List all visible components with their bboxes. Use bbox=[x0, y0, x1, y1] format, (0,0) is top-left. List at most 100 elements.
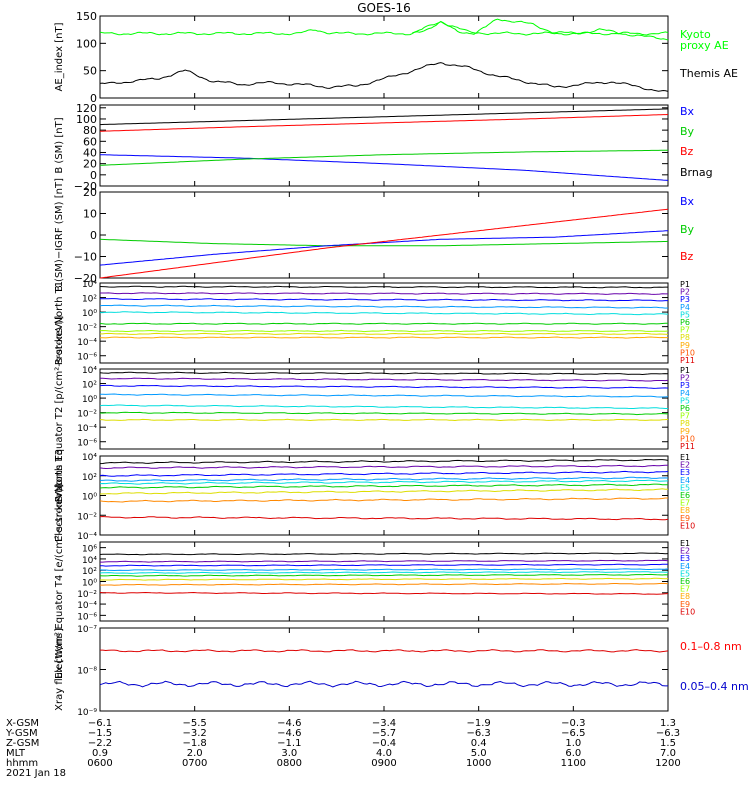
legend-entry: P6 bbox=[680, 318, 690, 327]
series-line bbox=[99, 329, 669, 333]
legend-entry: P1 bbox=[680, 280, 690, 289]
legend-entry: P5 bbox=[680, 310, 690, 319]
series-line bbox=[99, 563, 668, 567]
legend-entry: Bx bbox=[680, 105, 695, 118]
y-tick-label: 10⁻⁶ bbox=[77, 353, 97, 363]
y-tick-label: 10⁴ bbox=[82, 366, 97, 376]
x-axis-value: −6.3 bbox=[656, 728, 680, 739]
series-line bbox=[99, 298, 668, 302]
x-axis-value: −0.4 bbox=[372, 738, 396, 749]
series-line bbox=[99, 238, 669, 247]
legend-entry: 0.05–0.4 nm bbox=[680, 680, 749, 693]
y-tick-label: 50 bbox=[83, 65, 97, 78]
x-axis-value: −6.5 bbox=[561, 728, 585, 739]
y-tick-label: 10⁴ bbox=[82, 280, 97, 290]
series-line bbox=[100, 332, 669, 336]
legend-entry: Bz bbox=[680, 145, 694, 158]
series-line bbox=[99, 393, 669, 398]
series-line bbox=[99, 483, 668, 489]
x-axis-value: 0.4 bbox=[471, 738, 487, 749]
series-line bbox=[99, 108, 669, 126]
series-line bbox=[99, 384, 669, 389]
legend-entry: By bbox=[680, 223, 695, 236]
series-line bbox=[100, 559, 669, 563]
series-line bbox=[99, 464, 668, 470]
x-axis-value: 0.9 bbox=[92, 748, 108, 759]
panel-frame bbox=[99, 368, 669, 450]
series-line bbox=[99, 591, 669, 595]
y-tick-label: 10⁻⁴ bbox=[77, 424, 97, 434]
x-axis-value: −4.6 bbox=[277, 728, 301, 739]
y-tick-label: 10⁰ bbox=[82, 395, 97, 405]
series-line bbox=[99, 577, 669, 581]
y-tick-label: 0 bbox=[90, 169, 97, 182]
x-axis-value: 4.0 bbox=[376, 748, 392, 759]
x-axis-value: 2.0 bbox=[187, 748, 203, 759]
legend-entry: P3 bbox=[680, 381, 690, 390]
y-tick-label: 10⁶ bbox=[82, 545, 97, 555]
panel-frame bbox=[99, 627, 669, 712]
y-tick-label: −20 bbox=[74, 180, 97, 193]
series-line bbox=[99, 208, 669, 279]
legend-entry: E2 bbox=[680, 461, 690, 470]
legend-entry: P10 bbox=[680, 348, 695, 357]
y-axis-label: Protons Equator T2 [p/(cm²-s-sr-keV)] bbox=[54, 316, 65, 503]
series-line bbox=[99, 114, 669, 132]
x-axis-value: 1.3 bbox=[660, 718, 676, 729]
legend-entry: P2 bbox=[680, 288, 690, 297]
legend-entry: Kyoto bbox=[680, 28, 711, 41]
series-line bbox=[99, 488, 669, 495]
series-line bbox=[99, 62, 669, 92]
legend-entry: E7 bbox=[680, 585, 690, 594]
y-tick-label: 80 bbox=[83, 124, 97, 137]
y-tick-label: 10² bbox=[82, 473, 97, 483]
legend-entry: Bx bbox=[680, 195, 695, 208]
y-tick-label: 10⁻⁴ bbox=[77, 338, 97, 348]
legend-entry: E5 bbox=[680, 569, 690, 578]
x-axis-value: 0800 bbox=[277, 758, 302, 769]
legend-entry: E8 bbox=[680, 592, 690, 601]
legend-entry: P7 bbox=[680, 326, 690, 335]
x-axis-value: −1.5 bbox=[88, 728, 112, 739]
series-line bbox=[99, 680, 668, 688]
x-axis-value: 6.0 bbox=[565, 748, 581, 759]
x-axis-value: −6.1 bbox=[88, 718, 112, 729]
legend-entry: P8 bbox=[680, 333, 690, 342]
x-axis-value: 3.0 bbox=[281, 748, 297, 759]
series-line bbox=[100, 649, 669, 653]
y-axis-label: B (SM) [nT] bbox=[54, 117, 65, 173]
x-axis-value: −1.8 bbox=[183, 738, 207, 749]
x-axis-value: 7.0 bbox=[660, 748, 676, 759]
x-axis-value: −0.3 bbox=[561, 718, 585, 729]
legend-entry: P8 bbox=[680, 419, 690, 428]
y-axis-label: AE_index [nT] bbox=[54, 22, 65, 91]
y-tick-label: −10 bbox=[74, 251, 97, 264]
series-line bbox=[99, 322, 669, 325]
legend-entry: E8 bbox=[680, 506, 690, 515]
x-axis-row-label: Z-GSM bbox=[6, 738, 39, 749]
legend-entry: E2 bbox=[680, 547, 690, 556]
series-line bbox=[100, 311, 669, 316]
y-tick-label: 120 bbox=[76, 102, 97, 115]
series-line bbox=[99, 285, 668, 289]
x-axis-value: 0600 bbox=[87, 758, 112, 769]
x-axis-row-label: hhmm bbox=[6, 758, 38, 769]
x-axis-value: −5.5 bbox=[183, 718, 207, 729]
y-tick-label: 10⁻⁸ bbox=[77, 667, 97, 677]
legend-entry: E7 bbox=[680, 499, 690, 508]
y-tick-label: 10 bbox=[83, 208, 97, 221]
x-axis-row-label: Y-GSM bbox=[5, 728, 38, 739]
x-axis-value: 1.5 bbox=[660, 738, 676, 749]
legend-entry: Bz bbox=[680, 250, 694, 263]
legend-entry: P9 bbox=[680, 427, 690, 436]
legend-entry: P10 bbox=[680, 434, 695, 443]
x-axis-value: −5.7 bbox=[372, 728, 396, 739]
legend-entry: E10 bbox=[680, 521, 695, 530]
y-tick-label: 10² bbox=[82, 567, 97, 577]
legend-entry: E4 bbox=[680, 562, 690, 571]
x-axis-value: 0700 bbox=[182, 758, 207, 769]
x-axis-row-label: X-GSM bbox=[6, 718, 39, 729]
legend-entry: P4 bbox=[680, 303, 690, 312]
x-axis-value: 1200 bbox=[655, 758, 680, 769]
